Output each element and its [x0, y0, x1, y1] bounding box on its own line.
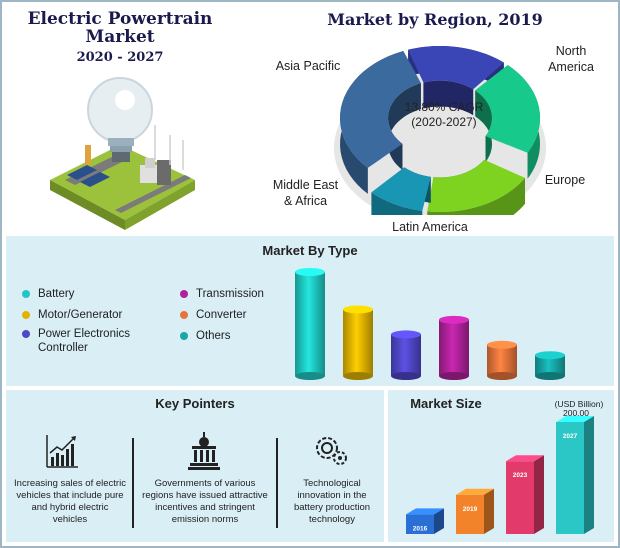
market-size-bar-chart: 2016 2019 2023 2027: [396, 412, 606, 542]
type-bar-converter: [487, 341, 517, 380]
legend-transmission: Transmission: [180, 287, 264, 301]
market-size-title: Market Size: [396, 396, 496, 411]
legend-motor: Motor/Generator: [22, 308, 122, 322]
legend-label: Transmission: [196, 287, 264, 301]
type-bar-power-electronics-controller: [391, 330, 421, 380]
powertrain-illustration: [45, 70, 200, 235]
legend-label: Power Electronics Controller: [38, 327, 167, 355]
region-label-north-america: North America: [540, 43, 602, 75]
key-pointer-divider: [276, 438, 278, 528]
key-pointer-divider: [132, 438, 134, 528]
type-bar-battery: [295, 268, 325, 380]
region-label-asia-pacific: Asia Pacific: [268, 58, 348, 74]
legend-label: Converter: [196, 308, 247, 322]
key-pointers-title: Key Pointers: [130, 396, 260, 411]
innovation-gear-icon: [313, 432, 349, 468]
type-bar-others: [535, 351, 565, 380]
legend-battery: Battery: [22, 287, 74, 301]
market-size-bar-2016: 2016: [406, 508, 444, 534]
market-size-year-label: 2027: [563, 433, 578, 440]
region-label-latin-america: Latin America: [380, 219, 480, 235]
type-bar-transmission: [439, 316, 469, 380]
market-size-bar-2027: 2027: [556, 416, 594, 534]
region-label-mea: Middle East & Africa: [268, 177, 343, 209]
cagr-period: (2020-2027): [384, 115, 504, 130]
legend-dot-power-electronics: [22, 330, 30, 338]
key-pointer-text-3: Technological innovation in the battery …: [284, 478, 380, 526]
type-bar-motor-generator: [343, 305, 373, 380]
legend-label: Motor/Generator: [38, 308, 122, 322]
legend-power-electronics: Power Electronics Controller: [22, 327, 167, 355]
legend-converter: Converter: [180, 308, 247, 322]
hero-title: Electric Powertrain Market: [20, 10, 220, 46]
legend-label: Battery: [38, 287, 74, 301]
cagr-value: 13.80% CAGR: [384, 100, 504, 115]
market-size-bar-2019: 2019: [456, 489, 494, 534]
type-chart-title: Market By Type: [240, 243, 380, 258]
region-label-europe: Europe: [540, 172, 590, 188]
type-bar-chart: [285, 258, 585, 383]
legend-dot-motor: [22, 311, 30, 319]
key-pointer-text-2: Governments of various regions have issu…: [140, 478, 270, 526]
hero-years: 2020 - 2027: [20, 50, 220, 65]
government-building-icon: [186, 432, 222, 470]
legend-dot-transmission: [180, 290, 188, 298]
market-size-year-label: 2019: [463, 506, 478, 513]
legend-label: Others: [196, 329, 231, 343]
market-size-year-label: 2023: [513, 472, 528, 479]
cagr-label: 13.80% CAGR (2020-2027): [384, 100, 504, 130]
legend-dot-converter: [180, 311, 188, 319]
legend-dot-others: [180, 332, 188, 340]
market-size-year-label: 2016: [413, 525, 428, 532]
legend-dot-battery: [22, 290, 30, 298]
growth-chart-icon: [44, 433, 80, 469]
key-pointer-text-1: Increasing sales of electric vehicles th…: [14, 478, 126, 526]
market-size-bar-2023: 2023: [506, 455, 544, 534]
legend-others: Others: [180, 329, 231, 343]
region-chart-title: Market by Region, 2019: [300, 10, 570, 29]
